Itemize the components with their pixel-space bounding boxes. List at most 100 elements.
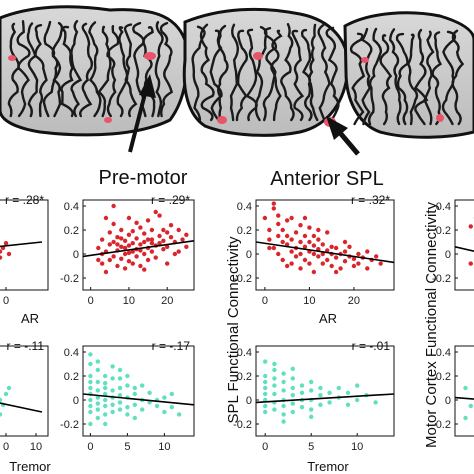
plot-frame xyxy=(255,345,395,437)
data-point xyxy=(3,391,9,397)
data-point xyxy=(302,215,308,221)
data-point xyxy=(110,409,115,415)
data-point xyxy=(320,242,325,247)
arrow-premotor xyxy=(128,74,156,153)
data-point xyxy=(333,245,339,251)
arrow-anterior-spl xyxy=(326,116,360,156)
data-point xyxy=(95,395,101,400)
data-point xyxy=(290,385,295,391)
x-tick-label: 0 xyxy=(3,295,9,307)
data-point xyxy=(262,215,268,221)
y-tick-label: 0.2 xyxy=(64,225,79,237)
data-point xyxy=(125,405,130,410)
x-tick-label: 10 xyxy=(30,441,42,453)
spl-fc-label: SPL Functional Connectivity xyxy=(225,236,242,424)
y-tick-label: 0 xyxy=(246,249,252,261)
data-point xyxy=(103,403,108,409)
x-tick-label: 10 xyxy=(123,295,135,307)
data-point xyxy=(95,415,101,421)
data-point xyxy=(281,412,286,417)
data-point xyxy=(290,409,295,415)
data-point xyxy=(161,238,166,243)
data-point xyxy=(103,373,108,379)
data-point xyxy=(184,232,189,237)
data-point xyxy=(316,237,321,242)
data-point xyxy=(126,259,132,264)
data-point xyxy=(320,261,325,266)
ar-axis-label-right: AR xyxy=(319,311,337,326)
data-point xyxy=(111,221,116,227)
activation-spot xyxy=(436,114,444,122)
fit-line xyxy=(83,393,194,406)
data-point xyxy=(267,227,272,233)
data-point xyxy=(263,409,268,415)
data-point xyxy=(88,421,93,427)
data-point xyxy=(88,397,93,403)
plot-frame xyxy=(82,345,195,437)
data-point xyxy=(99,261,105,266)
data-point xyxy=(161,227,166,233)
data-point xyxy=(325,248,330,253)
data-point xyxy=(263,379,268,385)
x-tick-label: 10 xyxy=(303,295,315,307)
y-tick-label: 0.2 xyxy=(237,225,252,237)
activation-spot xyxy=(144,52,156,60)
data-point xyxy=(280,239,285,245)
data-point xyxy=(169,405,174,410)
data-point xyxy=(176,227,181,233)
data-point xyxy=(327,390,332,395)
data-point xyxy=(103,421,108,427)
data-point xyxy=(365,266,370,271)
data-point xyxy=(149,249,155,254)
correlation-annotation: r = -.01 xyxy=(352,339,391,353)
activation-spot xyxy=(253,52,263,60)
data-point xyxy=(95,367,101,373)
data-point xyxy=(115,235,120,240)
data-point xyxy=(316,254,321,259)
data-point xyxy=(298,251,303,257)
data-point xyxy=(107,257,112,263)
data-point xyxy=(119,256,124,261)
data-point xyxy=(290,366,295,371)
data-point xyxy=(119,227,124,233)
data-point xyxy=(122,251,128,257)
scatter-panel-spl-ar: 0.4 0.2 0 -0.2 0 10 20 r = .32* xyxy=(233,193,395,307)
data-point xyxy=(289,249,294,254)
x-tick-label: 0 xyxy=(3,441,9,453)
data-point xyxy=(325,257,330,263)
data-point xyxy=(165,230,170,235)
y-tick-label: -0.2 xyxy=(432,273,451,285)
data-point xyxy=(463,385,468,391)
data-point xyxy=(463,415,468,421)
data-point xyxy=(140,407,145,412)
activation-spot xyxy=(104,117,112,123)
plot-frame xyxy=(454,199,474,291)
data-point xyxy=(307,261,312,266)
data-point xyxy=(355,383,360,388)
data-point xyxy=(134,220,139,225)
data-point xyxy=(134,236,139,241)
data-point xyxy=(289,215,294,221)
data-point xyxy=(311,269,317,275)
data-point xyxy=(130,241,135,246)
data-point xyxy=(130,261,135,266)
data-point xyxy=(0,412,3,417)
data-point xyxy=(356,261,361,266)
data-point xyxy=(290,401,295,406)
x-tick-label: 0 xyxy=(87,441,93,453)
fit-line xyxy=(0,241,43,248)
data-point xyxy=(267,245,272,251)
data-point xyxy=(373,400,378,405)
data-point xyxy=(325,230,330,235)
correlation-annotation: r = .28* xyxy=(5,193,44,207)
data-point xyxy=(299,390,305,395)
data-point xyxy=(281,388,286,393)
data-point xyxy=(115,242,120,247)
y-tick-label: 0.4 xyxy=(436,201,451,213)
x-tick-label: 5 xyxy=(124,441,130,453)
data-point xyxy=(103,385,108,391)
plot-frame xyxy=(0,199,49,291)
correlation-annotation: r = -.11 xyxy=(7,339,45,353)
y-tick-label: 0.2 xyxy=(436,225,451,237)
data-point xyxy=(126,243,132,248)
